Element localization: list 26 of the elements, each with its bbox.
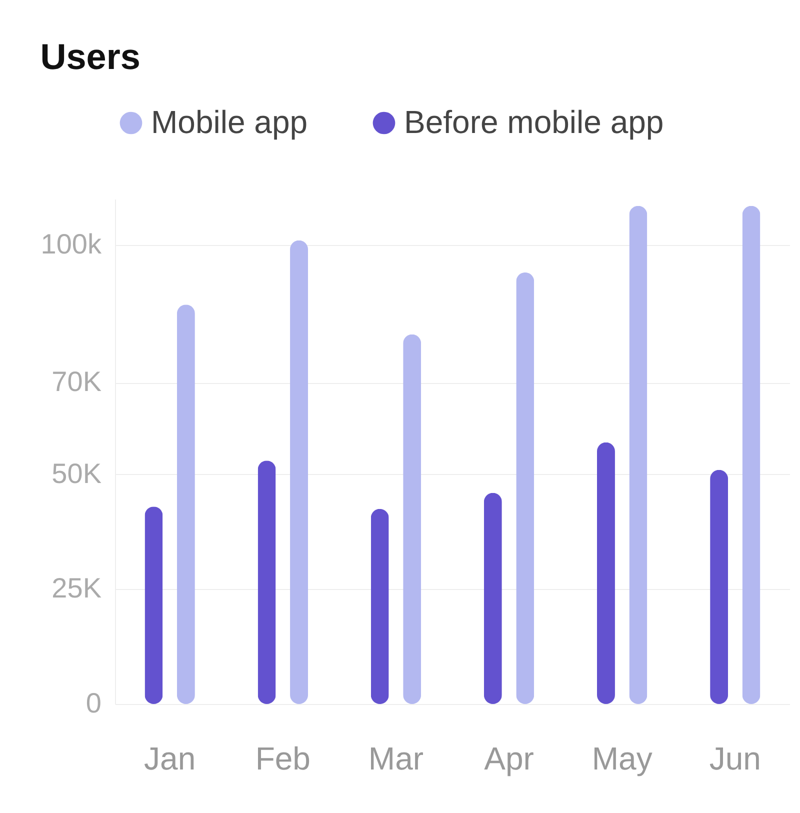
bar: [258, 460, 276, 704]
x-tick-label: Mar: [368, 740, 424, 776]
bar: [484, 492, 502, 704]
y-tick-label: 100k: [40, 228, 102, 260]
legend-label: Before mobile app: [404, 104, 664, 140]
x-tick-label: May: [592, 740, 652, 776]
y-tick-label: 70K: [52, 366, 102, 398]
bar: [370, 508, 389, 704]
bar: [144, 506, 163, 704]
x-tick-label: Jan: [144, 740, 196, 776]
bar: [176, 304, 195, 704]
bar: [403, 334, 422, 704]
bar: [290, 240, 308, 704]
bar: [710, 470, 728, 704]
y-tick-label: 25K: [52, 572, 102, 604]
bar: [629, 206, 648, 704]
chart-title: Users: [40, 36, 140, 77]
x-tick-label: Jun: [709, 740, 761, 776]
bar: [596, 442, 615, 704]
x-tick-label: Feb: [255, 740, 310, 776]
bar: [516, 272, 534, 704]
y-tick-label: 50K: [52, 458, 102, 489]
bar: [742, 206, 760, 704]
x-tick-label: Apr: [484, 740, 534, 776]
y-tick-label: 0: [86, 688, 102, 718]
legend-label: Mobile app: [151, 104, 308, 140]
